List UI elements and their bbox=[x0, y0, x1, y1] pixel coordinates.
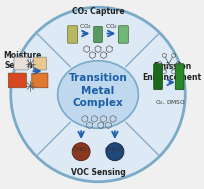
Text: Transition
Metal
Complex: Transition Metal Complex bbox=[69, 73, 127, 108]
Text: O$_2$, DMSO: O$_2$, DMSO bbox=[155, 98, 186, 107]
FancyBboxPatch shape bbox=[175, 64, 184, 90]
FancyBboxPatch shape bbox=[94, 26, 102, 43]
Text: CHCl$_3$: CHCl$_3$ bbox=[72, 145, 90, 154]
FancyBboxPatch shape bbox=[14, 57, 28, 70]
Text: CH$_2$Cl$_2$: CH$_2$Cl$_2$ bbox=[104, 145, 125, 154]
Circle shape bbox=[11, 7, 185, 182]
FancyBboxPatch shape bbox=[32, 73, 48, 88]
Text: CO$_2$: CO$_2$ bbox=[79, 22, 92, 31]
FancyBboxPatch shape bbox=[33, 57, 47, 70]
Text: CO₂ Capture: CO₂ Capture bbox=[72, 7, 124, 16]
Circle shape bbox=[106, 143, 124, 161]
FancyBboxPatch shape bbox=[68, 26, 78, 43]
Ellipse shape bbox=[58, 61, 138, 128]
FancyBboxPatch shape bbox=[118, 26, 128, 43]
Text: Emission
Enhancement: Emission Enhancement bbox=[143, 62, 202, 82]
Text: VOC Sensing: VOC Sensing bbox=[71, 168, 125, 177]
FancyBboxPatch shape bbox=[8, 73, 26, 88]
FancyBboxPatch shape bbox=[154, 64, 162, 90]
Text: CO$_2$: CO$_2$ bbox=[105, 22, 118, 31]
Circle shape bbox=[72, 143, 90, 161]
Text: Moisture
Sensing: Moisture Sensing bbox=[3, 51, 41, 70]
